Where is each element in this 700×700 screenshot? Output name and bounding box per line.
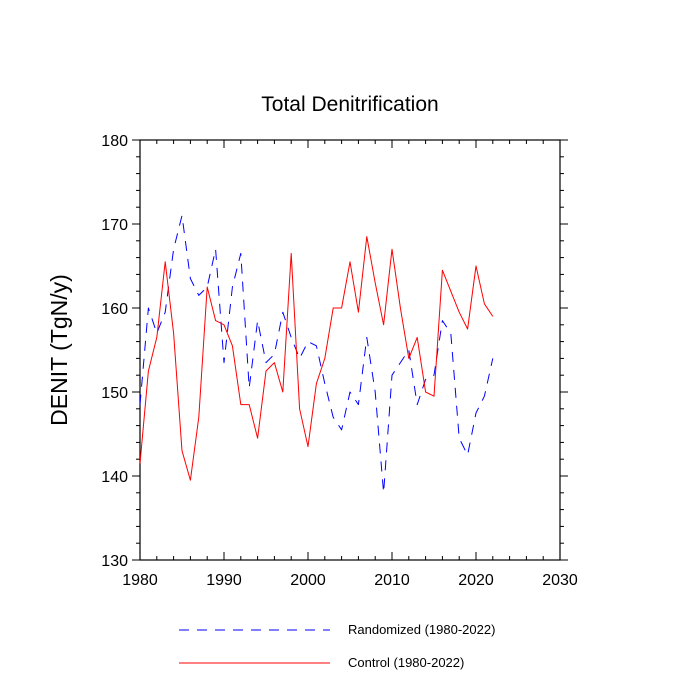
y-tick-label: 150 <box>101 385 128 402</box>
y-tick-label: 170 <box>101 217 128 234</box>
y-tick-label: 130 <box>101 553 128 570</box>
x-tick-label: 2020 <box>458 572 494 589</box>
series-line-control <box>139 236 494 481</box>
legend: Randomized (1980-2022) Control (1980-202… <box>179 622 495 670</box>
minor-ticks <box>136 140 564 560</box>
series-line-randomized <box>139 215 494 494</box>
series-layer <box>139 215 494 494</box>
y-tick-label: 160 <box>101 301 128 318</box>
chart-title: Total Denitrification <box>261 93 438 116</box>
y-tick-label: 180 <box>101 133 128 150</box>
x-tick-labels: 1980 1990 2000 2010 2020 2030 <box>122 572 578 589</box>
x-tick-label: 2000 <box>290 572 326 589</box>
y-axis-label: DENIT (TgN/y) <box>46 274 72 426</box>
x-tick-label: 1980 <box>122 572 158 589</box>
legend-entry-control: Control (1980-2022) <box>179 655 464 670</box>
y-tick-label: 140 <box>101 469 128 486</box>
legend-entry-randomized: Randomized (1980-2022) <box>179 622 495 637</box>
x-tick-label: 1990 <box>206 572 242 589</box>
x-tick-label: 2030 <box>542 572 578 589</box>
x-tick-label: 2010 <box>374 572 410 589</box>
major-ticks <box>132 139 568 561</box>
y-tick-labels: 130 140 150 160 170 180 <box>101 133 128 570</box>
plot-frame <box>139 139 561 561</box>
legend-label-randomized: Randomized (1980-2022) <box>348 622 495 637</box>
legend-label-control: Control (1980-2022) <box>348 655 464 670</box>
